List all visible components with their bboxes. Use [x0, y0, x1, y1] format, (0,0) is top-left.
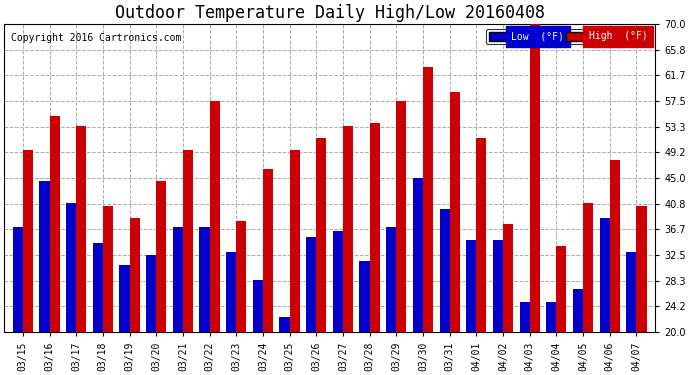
Bar [493, 240, 503, 332]
Bar [386, 228, 396, 332]
Bar [253, 280, 263, 332]
Bar [76, 126, 86, 332]
Bar [210, 101, 219, 332]
Bar [627, 252, 636, 332]
Bar [476, 138, 486, 332]
Bar [306, 237, 316, 332]
Bar [466, 240, 476, 332]
Bar [333, 231, 343, 332]
Bar [450, 92, 460, 332]
Bar [226, 252, 236, 332]
Bar [423, 67, 433, 332]
Bar [172, 228, 183, 332]
Bar [343, 126, 353, 332]
Legend: Low  (°F), High  (°F): Low (°F), High (°F) [486, 28, 650, 44]
Bar [636, 206, 647, 332]
Bar [66, 203, 76, 332]
Bar [156, 181, 166, 332]
Bar [12, 228, 23, 332]
Text: Copyright 2016 Cartronics.com: Copyright 2016 Cartronics.com [10, 33, 181, 43]
Bar [290, 150, 299, 332]
Title: Outdoor Temperature Daily High/Low 20160408: Outdoor Temperature Daily High/Low 20160… [115, 4, 544, 22]
Bar [316, 138, 326, 332]
Bar [546, 302, 556, 332]
Bar [503, 224, 513, 332]
Bar [103, 206, 113, 332]
Bar [130, 218, 139, 332]
Bar [50, 116, 59, 332]
Bar [92, 243, 103, 332]
Bar [146, 255, 156, 332]
Bar [183, 150, 193, 332]
Bar [573, 289, 583, 332]
Bar [396, 101, 406, 332]
Bar [279, 317, 290, 332]
Bar [610, 159, 620, 332]
Bar [119, 264, 130, 332]
Bar [530, 24, 540, 332]
Bar [520, 302, 530, 332]
Bar [440, 209, 450, 332]
Bar [359, 261, 370, 332]
Bar [556, 246, 566, 332]
Bar [39, 181, 50, 332]
Bar [263, 169, 273, 332]
Bar [583, 203, 593, 332]
Bar [199, 228, 210, 332]
Bar [236, 221, 246, 332]
Bar [413, 178, 423, 332]
Bar [600, 218, 610, 332]
Bar [23, 150, 33, 332]
Bar [370, 123, 380, 332]
